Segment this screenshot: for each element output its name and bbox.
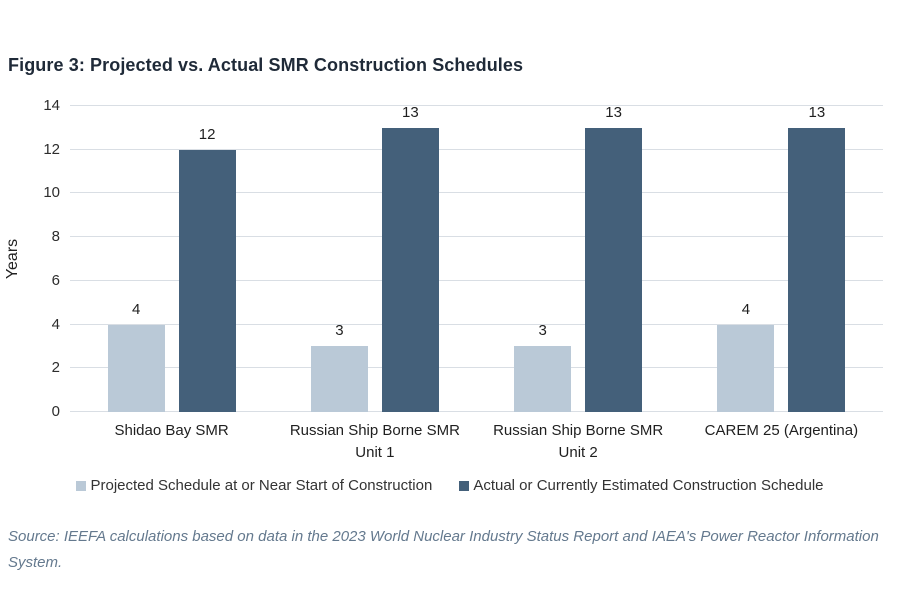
gridline-8 bbox=[70, 236, 883, 238]
legend: Projected Schedule at or Near Start of C… bbox=[0, 477, 900, 494]
bar-with-label: 13 bbox=[381, 103, 439, 412]
chart-title: Figure 3: Projected vs. Actual SMR Const… bbox=[8, 55, 524, 75]
y-tick-label-10: 10 bbox=[43, 184, 60, 202]
bar bbox=[585, 127, 643, 412]
y-tick-label-2: 2 bbox=[51, 359, 60, 377]
bar-with-label: 4 bbox=[107, 300, 165, 412]
y-tick-label-12: 12 bbox=[43, 140, 60, 158]
x-axis-category-label: Russian Ship Borne SMR Unit 2 bbox=[493, 422, 664, 461]
bar-group: 4 13 bbox=[680, 103, 883, 412]
bar-group: 3 13 bbox=[273, 103, 476, 412]
bar-with-label: 12 bbox=[178, 125, 236, 412]
gridline-14 bbox=[70, 105, 883, 106]
x-axis-category-label: CAREM 25 (Argentina) bbox=[704, 422, 859, 439]
bar-group: 4 12 bbox=[70, 106, 273, 412]
gridline-6 bbox=[70, 279, 883, 281]
bar-value-label: 13 bbox=[605, 103, 622, 121]
y-tick-label-4: 4 bbox=[51, 315, 60, 333]
legend-label: Actual or Currently Estimated Constructi… bbox=[473, 477, 824, 494]
bar bbox=[717, 324, 775, 412]
bar-with-label: 4 bbox=[717, 300, 775, 412]
legend-label: Projected Schedule at or Near Start of C… bbox=[90, 477, 433, 494]
bar-group: 3 13 bbox=[477, 103, 680, 412]
bar-with-label: 13 bbox=[788, 103, 846, 412]
x-axis-category-label: Shidao Bay SMR bbox=[114, 422, 229, 439]
bar-value-label: 13 bbox=[402, 103, 419, 121]
source-note: Source: IEEFA calculations based on data… bbox=[8, 528, 879, 572]
y-tick-label-8: 8 bbox=[51, 228, 60, 246]
bar-with-label: 3 bbox=[310, 322, 368, 412]
legend-item: Projected Schedule at or Near Start of C… bbox=[76, 477, 432, 494]
gridline-2 bbox=[70, 367, 883, 369]
bar-value-label: 13 bbox=[808, 103, 826, 121]
bar-value-label: 4 bbox=[741, 300, 751, 318]
bar-groups: 4 12 3 13 3 13 4 13 bbox=[70, 103, 883, 412]
bar-with-label: 13 bbox=[585, 103, 643, 412]
x-axis-labels: Shidao Bay SMR Russian Ship Borne SMR Uni… bbox=[70, 420, 883, 464]
bar bbox=[381, 127, 439, 412]
gridline-0 bbox=[70, 411, 883, 412]
plot-area: 4 12 3 13 3 13 4 13 bbox=[70, 103, 883, 412]
gridline-12 bbox=[70, 148, 883, 150]
y-tick-label-0: 0 bbox=[51, 403, 60, 420]
x-axis-category-label: Russian Ship Borne SMR Unit 1 bbox=[289, 422, 460, 461]
bar bbox=[310, 346, 368, 412]
y-axis-ticks: 0 2 4 6 8 10 12 14 bbox=[0, 97, 60, 420]
gridline-4 bbox=[70, 323, 883, 325]
bar bbox=[178, 149, 236, 412]
bar-value-label: 12 bbox=[198, 125, 216, 143]
bar bbox=[514, 346, 572, 412]
bar-value-label: 4 bbox=[131, 300, 141, 318]
legend-swatch-icon bbox=[459, 480, 470, 491]
gridline-10 bbox=[70, 192, 883, 194]
bar-value-label: 3 bbox=[538, 322, 547, 340]
legend-swatch-icon bbox=[76, 480, 87, 491]
bar-value-label: 3 bbox=[335, 322, 344, 340]
bar-with-label: 3 bbox=[514, 322, 572, 412]
bar bbox=[788, 127, 846, 412]
y-tick-label-14: 14 bbox=[43, 97, 60, 114]
y-tick-label-6: 6 bbox=[51, 271, 60, 289]
legend-item: Actual or Currently Estimated Constructi… bbox=[459, 477, 824, 494]
bar bbox=[107, 324, 165, 412]
